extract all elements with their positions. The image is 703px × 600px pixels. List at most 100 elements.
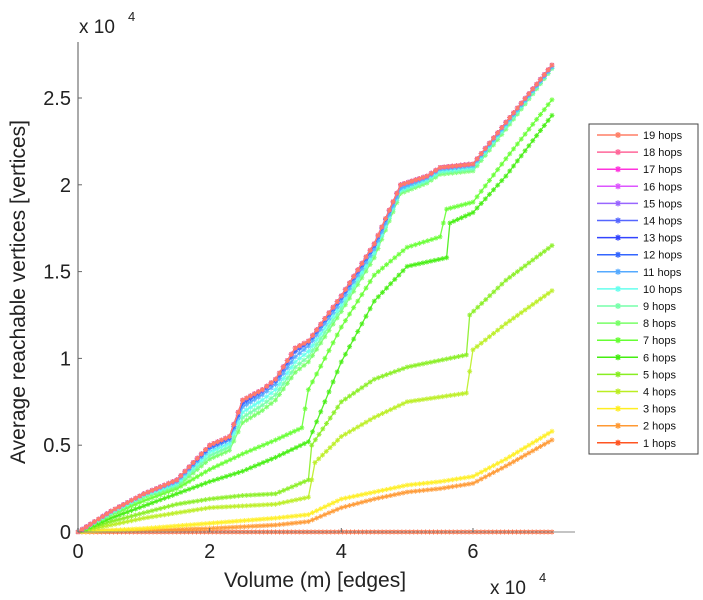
data-point (326, 389, 332, 395)
data-point (467, 312, 473, 318)
data-point (203, 521, 209, 527)
data-point (408, 398, 414, 404)
data-point (178, 483, 184, 489)
data-point (440, 394, 446, 400)
data-point (318, 340, 324, 346)
data-point (218, 525, 224, 531)
data-point (247, 404, 253, 410)
data-point (330, 340, 336, 346)
data-point (322, 512, 328, 518)
data-point (367, 379, 373, 385)
data-point (392, 492, 398, 498)
data-point (351, 273, 357, 279)
data-point (462, 201, 468, 207)
data-point (133, 495, 139, 501)
data-point (291, 428, 297, 434)
data-point (240, 503, 246, 509)
data-point (194, 474, 200, 480)
data-point (219, 451, 225, 457)
data-point (316, 431, 322, 437)
data-point (545, 431, 551, 437)
data-point (445, 164, 451, 170)
data-point (514, 457, 520, 463)
legend-marker-icon (615, 405, 621, 412)
data-point (425, 238, 431, 244)
data-point (190, 465, 196, 471)
data-point (240, 493, 246, 499)
data-point (166, 503, 172, 509)
data-point (351, 493, 357, 499)
legend-marker-icon (615, 285, 621, 292)
data-point (198, 482, 204, 488)
data-point (168, 527, 174, 533)
data-point (318, 506, 324, 512)
data-point (503, 456, 509, 462)
data-point (359, 269, 365, 275)
data-point (478, 188, 484, 194)
data-point (235, 493, 241, 499)
data-point (404, 364, 410, 370)
data-point (251, 407, 257, 413)
data-point (288, 354, 294, 360)
data-point (522, 263, 528, 269)
data-point (305, 519, 311, 525)
data-point (433, 167, 439, 173)
data-point (190, 476, 196, 482)
data-point (223, 504, 229, 510)
data-point (301, 352, 307, 358)
x-multiplier: x 10 (490, 578, 526, 599)
data-point (466, 200, 472, 206)
data-point (190, 507, 196, 513)
data-point (249, 517, 255, 523)
data-point (272, 522, 278, 528)
data-point (541, 248, 547, 254)
data-point (379, 494, 385, 500)
data-point (276, 392, 282, 398)
data-point (120, 511, 126, 517)
data-point (537, 444, 543, 450)
data-point (549, 243, 555, 249)
data-point (503, 463, 509, 469)
data-point (338, 399, 344, 405)
data-point (379, 236, 385, 242)
data-point (326, 315, 332, 321)
data-point (145, 496, 151, 502)
data-point (235, 429, 241, 435)
data-point (514, 141, 520, 147)
data-point (441, 478, 447, 484)
data-point (359, 260, 365, 266)
data-point (367, 253, 373, 259)
data-point (145, 501, 151, 507)
data-point (326, 327, 332, 333)
data-point (198, 457, 204, 463)
data-point (195, 526, 201, 532)
data-point (507, 151, 513, 157)
data-point (108, 522, 114, 528)
data-point (400, 366, 406, 372)
data-point (242, 524, 248, 530)
data-point (541, 72, 547, 78)
data-point (116, 516, 122, 522)
data-point (318, 331, 324, 337)
data-point (120, 515, 126, 521)
data-point (507, 461, 513, 467)
legend-label: 11 hops (643, 267, 682, 279)
data-point (256, 444, 262, 450)
data-point (412, 488, 418, 494)
data-point (186, 499, 192, 505)
data-point (207, 496, 213, 502)
data-point (440, 256, 446, 262)
data-point (351, 282, 357, 288)
data-point (355, 267, 361, 273)
legend-marker-icon (615, 132, 621, 138)
data-point (240, 404, 246, 410)
data-point (215, 449, 221, 455)
data-point (203, 453, 209, 459)
data-point (424, 173, 430, 179)
data-point (326, 323, 332, 329)
data-point (437, 486, 443, 492)
data-point (222, 519, 228, 525)
legend-item: 12 hops (597, 250, 683, 262)
data-point (511, 110, 517, 116)
data-point (288, 359, 294, 365)
